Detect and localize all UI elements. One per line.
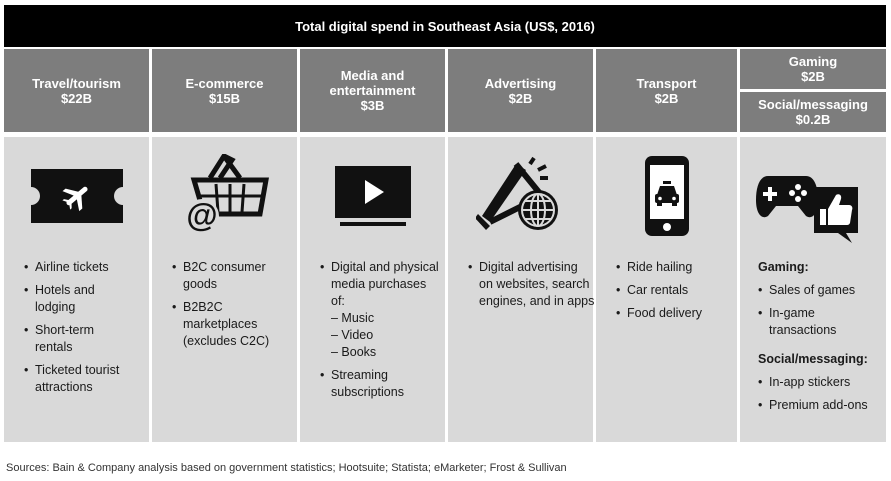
list-item: Ticketed tourist attractions bbox=[24, 362, 135, 396]
category-amount: $2B bbox=[801, 69, 825, 84]
gaming-subheading: Gaming: bbox=[758, 260, 809, 274]
gamepad-icon bbox=[756, 176, 818, 218]
category-name: E-commerce bbox=[185, 75, 264, 91]
category-name: Social/messaging bbox=[758, 97, 868, 112]
social-header: Social/messaging $0.2B bbox=[740, 92, 886, 132]
list-item: Hotels and lodging bbox=[24, 282, 125, 316]
airplane-ticket-icon bbox=[30, 169, 123, 223]
column-header: Transport $2B bbox=[596, 49, 737, 132]
column-transport: Transport $2B Ride hailing Car bbox=[596, 49, 737, 442]
column-body: @ B2C consumer goods B2B2C marketplaces … bbox=[152, 137, 297, 442]
play-screen-icon bbox=[334, 166, 411, 226]
bullet-list: Gaming: Sales of games In-game transacti… bbox=[758, 259, 880, 420]
list-item: Digital and physical media purchases of: bbox=[320, 259, 443, 310]
diagram-title: Total digital spend in Southeast Asia (U… bbox=[4, 5, 886, 47]
column-body: Ride hailing Car rentals Food delivery bbox=[596, 137, 737, 442]
column-header: Media and entertainment $3B bbox=[300, 49, 445, 132]
list-item: B2C consumer goods bbox=[172, 259, 288, 293]
phone-taxi-icon bbox=[644, 156, 689, 236]
column-body: Digital advertising on websites, search … bbox=[448, 137, 594, 442]
category-name: Advertising bbox=[484, 75, 557, 91]
list-item: Ride hailing bbox=[616, 259, 731, 276]
category-amount: $3B bbox=[360, 98, 385, 113]
category-amount: $22B bbox=[60, 90, 93, 106]
list-item: Short-term rentals bbox=[24, 322, 125, 356]
category-name: Transport bbox=[636, 75, 697, 91]
sub-item: – Video bbox=[331, 328, 374, 342]
category-amount: $15B bbox=[208, 90, 241, 106]
list-item: Sales of games bbox=[758, 282, 880, 299]
gaming-header: Gaming $2B bbox=[740, 49, 886, 89]
column-body: Airline tickets Hotels and lodging Short… bbox=[4, 137, 149, 442]
bullet-list: Ride hailing Car rentals Food delivery bbox=[616, 259, 731, 328]
sub-item: – Books bbox=[331, 345, 377, 359]
category-name: Media and entertainment bbox=[329, 68, 416, 98]
svg-text:@: @ bbox=[186, 197, 217, 233]
source-note: Sources: Bain & Company analysis based o… bbox=[6, 462, 567, 474]
category-name: Gaming bbox=[788, 54, 838, 69]
column-travel: Travel/tourism $22B Airline tickets Hote… bbox=[4, 49, 149, 442]
column-header: E-commerce $15B bbox=[152, 49, 297, 132]
category-amount: $0.2B bbox=[795, 112, 831, 127]
list-item: Airline tickets bbox=[24, 259, 143, 276]
sub-item: – Music bbox=[331, 311, 375, 325]
column-gaming-social: Gaming $2B Social/messaging $0.2B bbox=[740, 49, 886, 442]
column-ecommerce: E-commerce $15B @ B2C consumer goods B2B… bbox=[152, 49, 297, 442]
column-body: Gaming: Sales of games In-game transacti… bbox=[740, 137, 886, 442]
list-item: Streaming subscriptions bbox=[320, 367, 421, 401]
list-item: Car rentals bbox=[616, 282, 731, 299]
list-item: In-app stickers bbox=[758, 374, 880, 391]
social-subheading: Social/messaging: bbox=[758, 352, 868, 366]
category-amount: $2B bbox=[508, 90, 533, 106]
list-item: Food delivery bbox=[616, 305, 731, 322]
column-body: Digital and physical media purchases of:… bbox=[300, 137, 445, 442]
list-item: In-game transactions bbox=[758, 305, 849, 339]
category-amount: $2B bbox=[654, 90, 679, 106]
bullet-list: Airline tickets Hotels and lodging Short… bbox=[24, 259, 143, 402]
shopping-basket-icon: @ bbox=[184, 154, 269, 233]
column-advertising: Advertising $2B Digital advertising o bbox=[448, 49, 594, 442]
bullet-list: Digital advertising on websites, search … bbox=[468, 259, 594, 316]
list-item: B2B2C marketplaces (excludes C2C) bbox=[172, 299, 288, 350]
list-item-text: Digital and physical media purchases of: bbox=[331, 260, 439, 308]
column-header: Advertising $2B bbox=[448, 49, 593, 132]
list-item: Premium add-ons bbox=[758, 397, 880, 414]
megaphone-globe-icon bbox=[475, 156, 558, 230]
category-name: Travel/tourism bbox=[32, 75, 121, 91]
column-header: Travel/tourism $22B bbox=[4, 49, 149, 132]
bullet-list: B2C consumer goods B2B2C marketplaces (e… bbox=[172, 259, 291, 356]
list-item: Digital advertising on websites, search … bbox=[468, 259, 595, 310]
thumbs-up-icon bbox=[814, 187, 858, 243]
column-media: Media and entertainment $3B Digital and … bbox=[300, 49, 445, 442]
bullet-list: Digital and physical media purchases of:… bbox=[320, 259, 439, 407]
